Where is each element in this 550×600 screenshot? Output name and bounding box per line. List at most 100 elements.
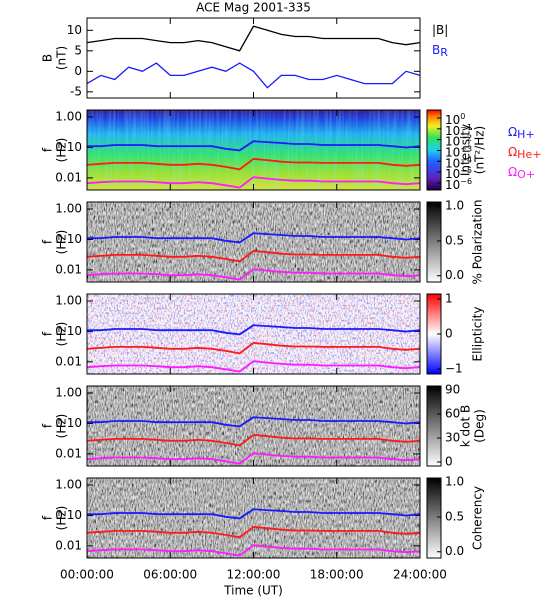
colorbar (426, 477, 442, 559)
colorbar-tick-label: 0 (445, 327, 453, 341)
colorbar-tick-label: 10−4 (445, 156, 472, 170)
colorbar-tick-label: 0.5 (445, 509, 464, 523)
line (86, 268, 421, 281)
legend-subscript: He+ (517, 148, 541, 161)
x-tick-label: 12:00:00 (227, 568, 281, 582)
colorbar-tick-label: 10−2 (445, 134, 472, 148)
colorbar-label: Ellipticity (471, 307, 485, 362)
colorbar-tick-label: 0.0 (445, 544, 464, 558)
colorbar-tick-base: 10 (445, 156, 460, 170)
x-tick-label: 18:00:00 (310, 568, 364, 582)
colorbar-tick-exponent: −1 (460, 123, 472, 132)
colorbar-tick-label: 1 (445, 291, 453, 305)
line (86, 544, 421, 557)
y-axis-label: f (41, 423, 55, 428)
y-tick-label: 1.00 (55, 202, 82, 216)
colorbar-label: (nT²/Hz) (473, 126, 487, 174)
y-axis-unit: (Hz) (55, 506, 69, 531)
colorbar-tick-base: 10 (445, 113, 460, 127)
colorbar-tick-base: 10 (445, 177, 460, 191)
line (86, 433, 421, 447)
colorbar-label: % Polarization (471, 200, 485, 285)
colorbar-label: Intensity (459, 124, 473, 176)
colorbar-tick-label: 10−3 (445, 145, 472, 159)
colorbar-tick-label: 10−6 (445, 177, 472, 191)
y-tick-label: 5 (74, 43, 82, 57)
y-tick-label: 1.00 (55, 478, 82, 492)
x-tick-label: 00:00:00 (60, 568, 114, 582)
colorbar-tick-exponent: −6 (460, 177, 472, 186)
y-tick-label: 1.00 (55, 294, 82, 308)
plot-frame (86, 17, 421, 99)
colorbar-tick-label: 1.0 (445, 475, 464, 489)
line (86, 157, 421, 171)
plot-frame (86, 109, 421, 191)
y-tick-label: 0.10 (55, 140, 82, 154)
colorbar-tick-exponent: −2 (460, 134, 472, 143)
colorbar-label: Coherency (471, 486, 485, 550)
y-tick-label: 10 (67, 23, 82, 37)
legend-subscript: H+ (517, 128, 535, 141)
y-tick-label: 0.10 (55, 232, 82, 246)
y-axis-unit: (Hz) (55, 138, 69, 163)
y-axis-label: B (41, 54, 55, 62)
plot-frame (86, 201, 421, 283)
colorbar-tick-label: 0 (445, 455, 453, 469)
colorbar-tick-label: 0.5 (445, 233, 464, 247)
y-tick-label: 0.01 (55, 262, 82, 276)
colorbar-label: k dot B (459, 405, 473, 447)
colorbar-tick-label: 30 (445, 431, 460, 445)
colorbar-tick-label: 90 (445, 383, 460, 397)
y-axis-label: f (41, 239, 55, 244)
y-axis-unit: (Hz) (55, 414, 69, 439)
plot-frame (86, 293, 421, 375)
y-axis-unit: (Hz) (55, 322, 69, 347)
y-tick-label: 1.00 (55, 386, 82, 400)
line (87, 324, 421, 336)
x-tick-label: 06:00:00 (143, 568, 197, 582)
colorbar (426, 201, 442, 283)
colorbar-tick-label: −1 (445, 362, 463, 376)
y-tick-label: 0.01 (55, 354, 82, 368)
y-axis-label: f (41, 331, 55, 336)
y-axis-label: f (41, 147, 55, 152)
y-tick-label: 0.10 (55, 324, 82, 338)
colorbar-tick-label: 60 (445, 407, 460, 421)
x-axis-label: Time (UT) (223, 584, 283, 598)
y-tick-label: -5 (70, 84, 82, 98)
colorbar-tick-label: 0.0 (445, 268, 464, 282)
line (86, 525, 421, 539)
colorbar-tick-label: 10−5 (445, 166, 472, 180)
y-axis-unit: (nT) (55, 46, 69, 70)
chart-title: ACE Mag 2001-335 (196, 1, 311, 15)
colorbar-tick-label: 10−1 (445, 123, 472, 137)
legend-subscript: R (440, 46, 448, 59)
colorbar-tick-base: 10 (445, 134, 460, 148)
y-tick-label: 0.10 (55, 416, 82, 430)
y-tick-label: 0 (74, 64, 82, 78)
y-tick-label: 0.01 (55, 170, 82, 184)
line (87, 232, 421, 244)
colorbar-tick-exponent: −5 (460, 166, 472, 175)
y-axis-label: f (41, 515, 55, 520)
y-tick-label: 0.01 (55, 446, 82, 460)
line (86, 25, 421, 52)
legend-entry: BR (432, 43, 448, 60)
y-tick-label: 1.00 (55, 110, 82, 124)
y-tick-label: 0.01 (55, 538, 82, 552)
colorbar-tick-exponent: −3 (460, 145, 472, 154)
line (86, 452, 421, 465)
colorbar-tick-base: 10 (445, 145, 460, 159)
line (87, 416, 421, 428)
y-axis-unit: (Hz) (55, 230, 69, 255)
y-tick-label: 0.10 (55, 508, 82, 522)
line (87, 508, 421, 520)
line (86, 176, 421, 189)
line (86, 360, 421, 373)
legend-name: Ω (508, 145, 517, 159)
x-tick-label: 24:00:00 (393, 568, 447, 582)
colorbar-tick-label: 1.0 (445, 199, 464, 213)
line (86, 249, 421, 263)
plot-frame (86, 477, 421, 559)
